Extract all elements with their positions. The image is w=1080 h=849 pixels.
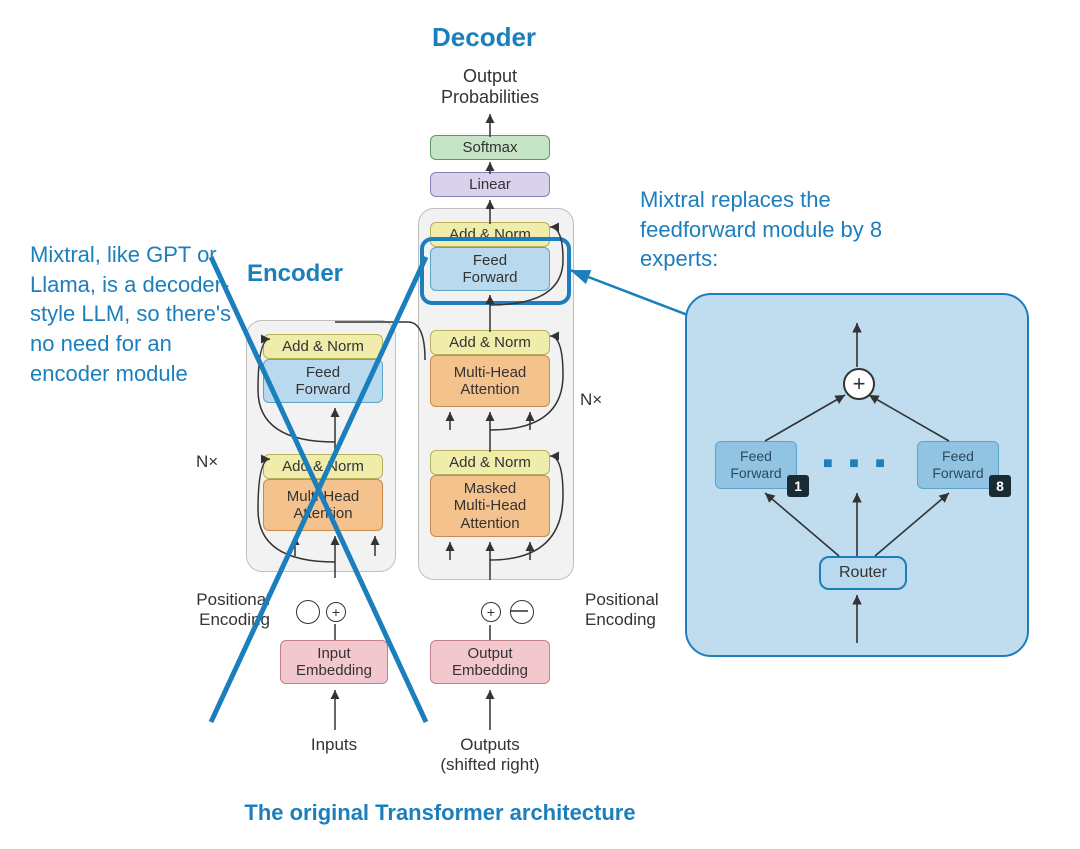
positional-encoding-left: Positional Encoding <box>170 590 270 631</box>
expert-ellipsis: ■ ■ ■ <box>822 455 892 473</box>
decoder-addnorm2: Add & Norm <box>430 330 550 355</box>
left-annotation: Mixtral, like GPT or Llama, is a decoder… <box>30 240 245 388</box>
decoder-title: Decoder <box>432 22 536 53</box>
positional-encoding-right: Positional Encoding <box>585 590 685 631</box>
decoder-addnorm1: Add & Norm <box>430 222 550 247</box>
output-probabilities-label: Output Probabilities <box>430 66 550 107</box>
diagram-root: Decoder Encoder The original Transformer… <box>0 0 1080 849</box>
expert-1: Feed Forward <box>715 441 797 489</box>
expert-1-num: 1 <box>787 475 809 497</box>
decoder-mha: Multi-Head Attention <box>430 355 550 407</box>
expert-8-num: 8 <box>989 475 1011 497</box>
encoder-pe-sine <box>296 600 320 624</box>
encoder-title: Encoder <box>247 260 343 288</box>
encoder-pe-add: + <box>326 602 346 622</box>
bottom-title: The original Transformer architecture <box>190 800 690 826</box>
nx-right: N× <box>580 390 602 410</box>
output-embedding: Output Embedding <box>430 640 550 684</box>
right-annotation: Mixtral replaces the feedforward module … <box>640 185 910 274</box>
experts-panel: + Feed Forward 1 Feed Forward 8 ■ ■ ■ Ro… <box>685 293 1029 657</box>
softmax-block: Softmax <box>430 135 550 160</box>
inputs-label: Inputs <box>280 735 388 755</box>
encoder-addnorm1: Add & Norm <box>263 334 383 359</box>
decoder-pe-sine <box>510 600 534 624</box>
nx-left: N× <box>196 452 218 472</box>
expert-8: Feed Forward <box>917 441 999 489</box>
experts-aggregate-plus: + <box>843 368 875 400</box>
linear-block: Linear <box>430 172 550 197</box>
output-probabilities-text: Output Probabilities <box>441 66 539 107</box>
encoder-mha: Multi-Head Attention <box>263 479 383 531</box>
decoder-masked-mha: Masked Multi-Head Attention <box>430 475 550 537</box>
decoder-pe-add: + <box>481 602 501 622</box>
encoder-feedforward: Feed Forward <box>263 359 383 403</box>
encoder-addnorm2: Add & Norm <box>263 454 383 479</box>
outputs-label: Outputs (shifted right) <box>430 735 550 775</box>
decoder-addnorm3: Add & Norm <box>430 450 550 475</box>
decoder-feedforward: Feed Forward <box>430 247 550 291</box>
input-embedding: Input Embedding <box>280 640 388 684</box>
router-block: Router <box>819 556 907 590</box>
